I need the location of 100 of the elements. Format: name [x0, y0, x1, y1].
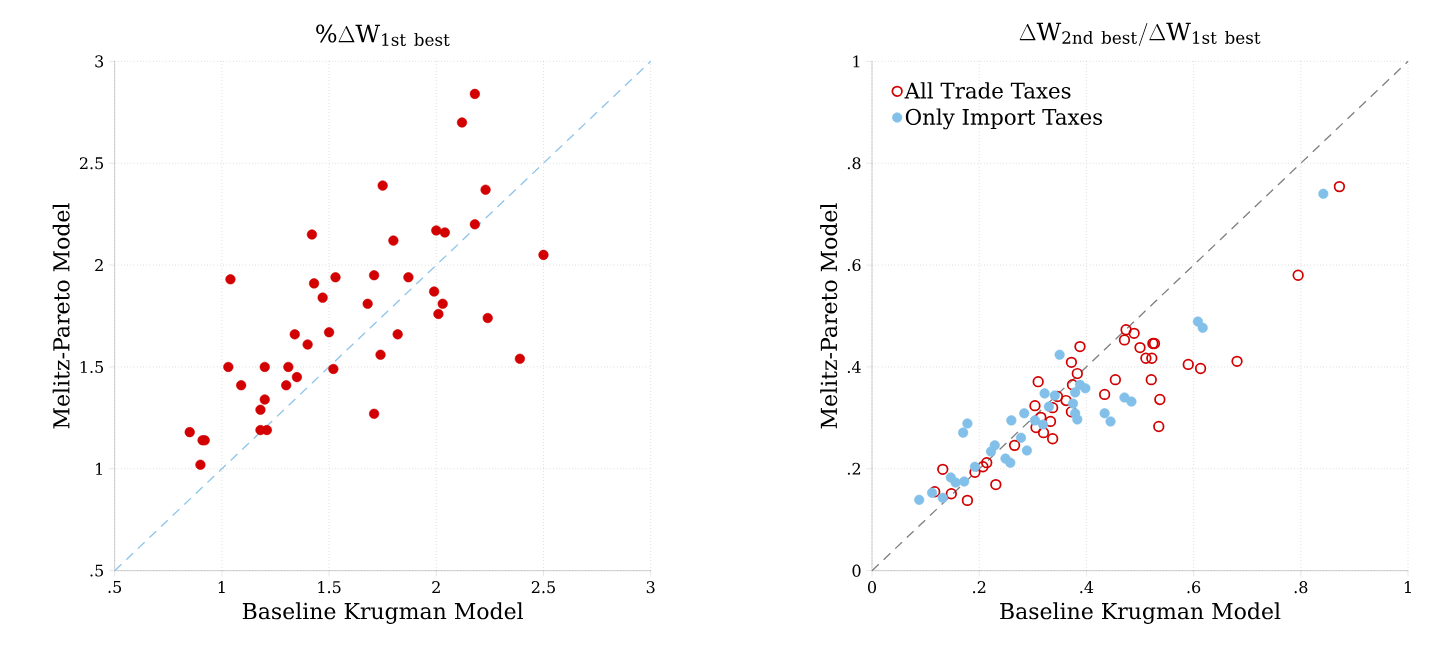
- point: [482, 312, 493, 324]
- y-tick-label: .5: [90, 564, 104, 577]
- point: [514, 353, 525, 364]
- point: [1074, 340, 1086, 353]
- point: [1194, 362, 1207, 375]
- point: [1054, 349, 1065, 360]
- legend-label: Only Import Taxes: [905, 108, 1103, 130]
- x-tick-label: 2: [432, 581, 440, 593]
- point: [308, 278, 320, 289]
- point: [281, 380, 292, 391]
- point: [1032, 376, 1044, 388]
- point: [1005, 457, 1016, 468]
- x-axis-title: Baseline Krugman Model: [242, 602, 524, 624]
- point: [328, 363, 339, 375]
- point: [259, 394, 270, 405]
- point: [1333, 180, 1346, 193]
- point: [469, 88, 480, 99]
- point: [433, 308, 444, 320]
- point: [330, 272, 341, 283]
- point: [439, 227, 450, 238]
- y-axis-title: Melitz-Pareto Model: [52, 203, 70, 429]
- point: [259, 361, 270, 372]
- y-axis-title: Melitz-Pareto Model: [820, 203, 838, 429]
- point: [1099, 408, 1110, 419]
- point: [538, 249, 549, 260]
- point: [302, 339, 313, 350]
- x-axis-title: Baseline Krugman Model: [1000, 602, 1281, 624]
- point: [981, 457, 993, 469]
- point: [317, 292, 328, 303]
- y-tick-label: .4: [847, 360, 861, 373]
- y-tick-label: .6: [847, 259, 861, 272]
- point: [195, 459, 206, 470]
- point: [1037, 419, 1049, 430]
- point: [1098, 388, 1111, 401]
- point: [1154, 393, 1166, 406]
- y-tick-label: 3: [95, 55, 104, 68]
- x-tick-label: .6: [1187, 581, 1201, 594]
- point: [1039, 388, 1050, 399]
- point: [1072, 414, 1083, 425]
- point: [1126, 396, 1137, 407]
- point: [962, 418, 973, 429]
- point: [990, 478, 1002, 491]
- point: [283, 361, 294, 372]
- x-tick-label: 1.5: [318, 581, 341, 594]
- point: [1120, 324, 1132, 336]
- y-tick-label: 1: [96, 462, 102, 475]
- point: [1197, 322, 1208, 333]
- point: [1006, 415, 1017, 426]
- point: [1049, 390, 1060, 401]
- point: [977, 461, 989, 473]
- point: [1292, 269, 1304, 281]
- point: [223, 361, 234, 372]
- point: [437, 298, 448, 309]
- point: [1067, 398, 1079, 409]
- point: [1044, 415, 1057, 428]
- point: [1109, 373, 1122, 386]
- point: [1008, 439, 1021, 452]
- chart-title: $\Delta \mathrm{W}_{\mathrm{2nd\ best}}/\Delta \mathrm{W}_{\mathrm{1st\ best}}$: [1019, 22, 1261, 46]
- point: [961, 494, 974, 507]
- x-tick-label: 1: [218, 581, 225, 593]
- point: [1145, 373, 1157, 386]
- point: [377, 180, 388, 191]
- y-tick-label: 1.5: [80, 360, 104, 373]
- point: [1146, 352, 1158, 364]
- point: [306, 229, 317, 240]
- y-tick-label: .2: [847, 462, 861, 475]
- point: [1118, 334, 1131, 346]
- point: [1318, 188, 1329, 199]
- point: [429, 286, 440, 297]
- point: [1029, 415, 1041, 426]
- point: [1060, 394, 1072, 407]
- x-tick-label: 3: [646, 581, 655, 594]
- point: [403, 272, 414, 283]
- point: [1153, 420, 1165, 433]
- point: [1071, 367, 1083, 380]
- y-tick-label: 2.5: [79, 157, 104, 170]
- point: [291, 372, 302, 383]
- point: [959, 476, 970, 487]
- point: [1029, 399, 1041, 412]
- point: [392, 329, 403, 340]
- point: [1182, 358, 1194, 371]
- point: [937, 492, 948, 503]
- y-tick-label: .8: [847, 157, 861, 170]
- y-tick-label: 2: [95, 259, 103, 271]
- point: [1080, 383, 1091, 394]
- point: [289, 329, 300, 340]
- x-tick-label: .4: [1080, 581, 1094, 594]
- point: [950, 477, 961, 488]
- legend-label: All Trade Taxes: [904, 82, 1071, 99]
- point: [375, 349, 386, 360]
- point: [1119, 392, 1130, 403]
- point: [1070, 387, 1081, 398]
- y-tick-label: 1: [853, 55, 860, 68]
- point: [469, 219, 480, 230]
- point: [1043, 401, 1054, 412]
- point: [1134, 341, 1146, 354]
- x-tick-label: 0: [867, 581, 877, 594]
- point: [1128, 327, 1140, 339]
- point: [1015, 432, 1027, 443]
- point: [388, 235, 399, 246]
